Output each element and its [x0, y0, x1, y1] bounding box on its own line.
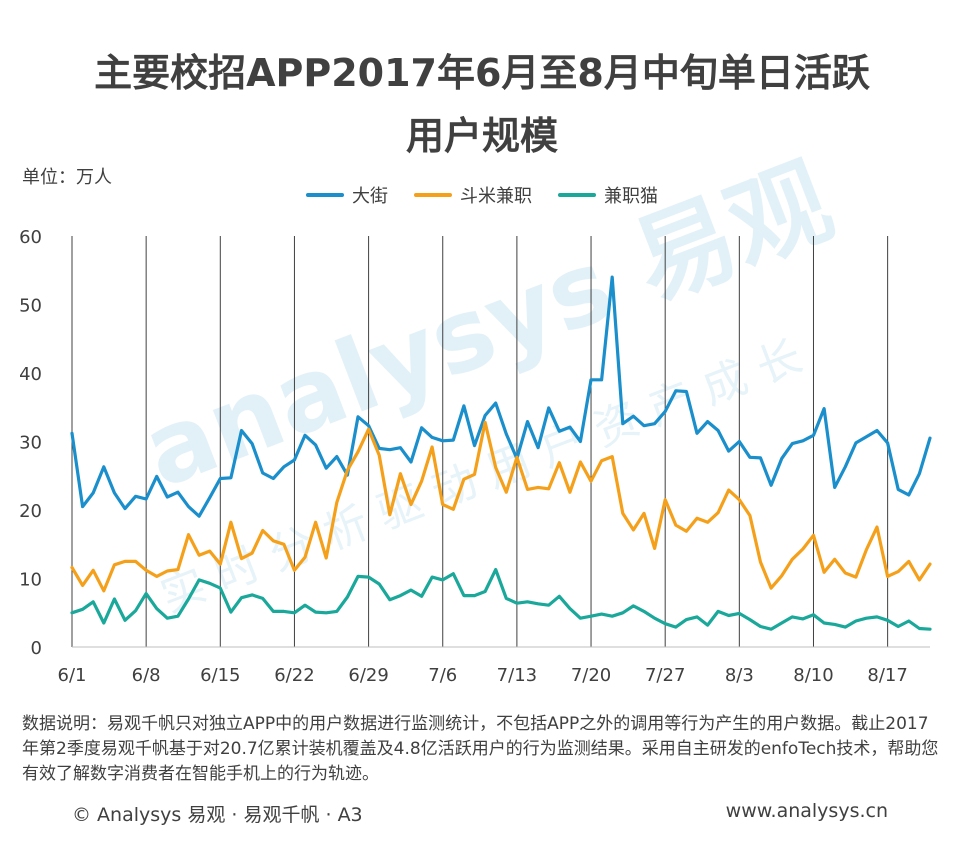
series-line-1 — [70, 420, 932, 593]
x-tick-label: 7/20 — [571, 665, 611, 686]
x-tick-label: 6/29 — [348, 665, 388, 686]
legend-swatch-dajie — [306, 193, 344, 197]
x-tick-label: 8/17 — [867, 665, 907, 686]
y-tick-label: 20 — [19, 501, 42, 522]
series-line-0 — [70, 275, 932, 518]
legend-swatch-doumi — [414, 193, 452, 197]
legend-item-doumi: 斗米兼职 — [414, 182, 532, 208]
legend-item-jianzhimao: 兼职猫 — [558, 182, 658, 208]
legend: 大街 斗米兼职 兼职猫 — [0, 182, 964, 208]
legend-label-dajie: 大街 — [352, 186, 388, 207]
x-tick-label: 8/10 — [793, 665, 833, 686]
series-line-2 — [70, 567, 932, 631]
x-tick-label: 7/13 — [497, 665, 537, 686]
legend-label-jianzhimao: 兼职猫 — [604, 186, 658, 207]
y-tick-label: 60 — [19, 227, 42, 248]
y-tick-label: 50 — [19, 296, 42, 317]
legend-label-doumi: 斗米兼职 — [460, 186, 532, 207]
footer-website: www.analysys.cn — [725, 800, 888, 822]
x-tick-label: 6/1 — [58, 665, 87, 686]
x-tick-label: 6/8 — [132, 665, 161, 686]
footer-copyright: © Analysys 易观 · 易观千帆 · A3 — [72, 804, 363, 826]
chart-title-line1: 主要校招APP2017年6月至8月中旬单日活跃 — [94, 51, 870, 95]
legend-item-dajie: 大街 — [306, 182, 388, 208]
y-tick-label: 30 — [19, 433, 42, 454]
x-tick-label: 7/6 — [428, 665, 457, 686]
chart-title-line2: 用户规模 — [405, 114, 558, 158]
y-tick-label: 40 — [19, 364, 42, 385]
line-chart: 6/1 6/8 6/15 6/22 6/29 7/6 7/13 7/20 7/27 8/3 8/10… — [19, 227, 932, 686]
x-tick-label: 6/22 — [274, 665, 314, 686]
data-note: 数据说明：易观千帆只对独立APP中的用户数据进行监测统计，不包括APP之外的调用… — [22, 714, 939, 784]
x-tick-label: 8/3 — [725, 665, 754, 686]
unit-label: 单位：万人 — [22, 167, 112, 188]
x-tick-label: 6/15 — [200, 665, 240, 686]
y-tick-label: 10 — [19, 570, 42, 591]
legend-swatch-jianzhimao — [558, 193, 596, 197]
y-tick-label: 0 — [31, 638, 42, 659]
x-tick-label: 7/27 — [645, 665, 685, 686]
